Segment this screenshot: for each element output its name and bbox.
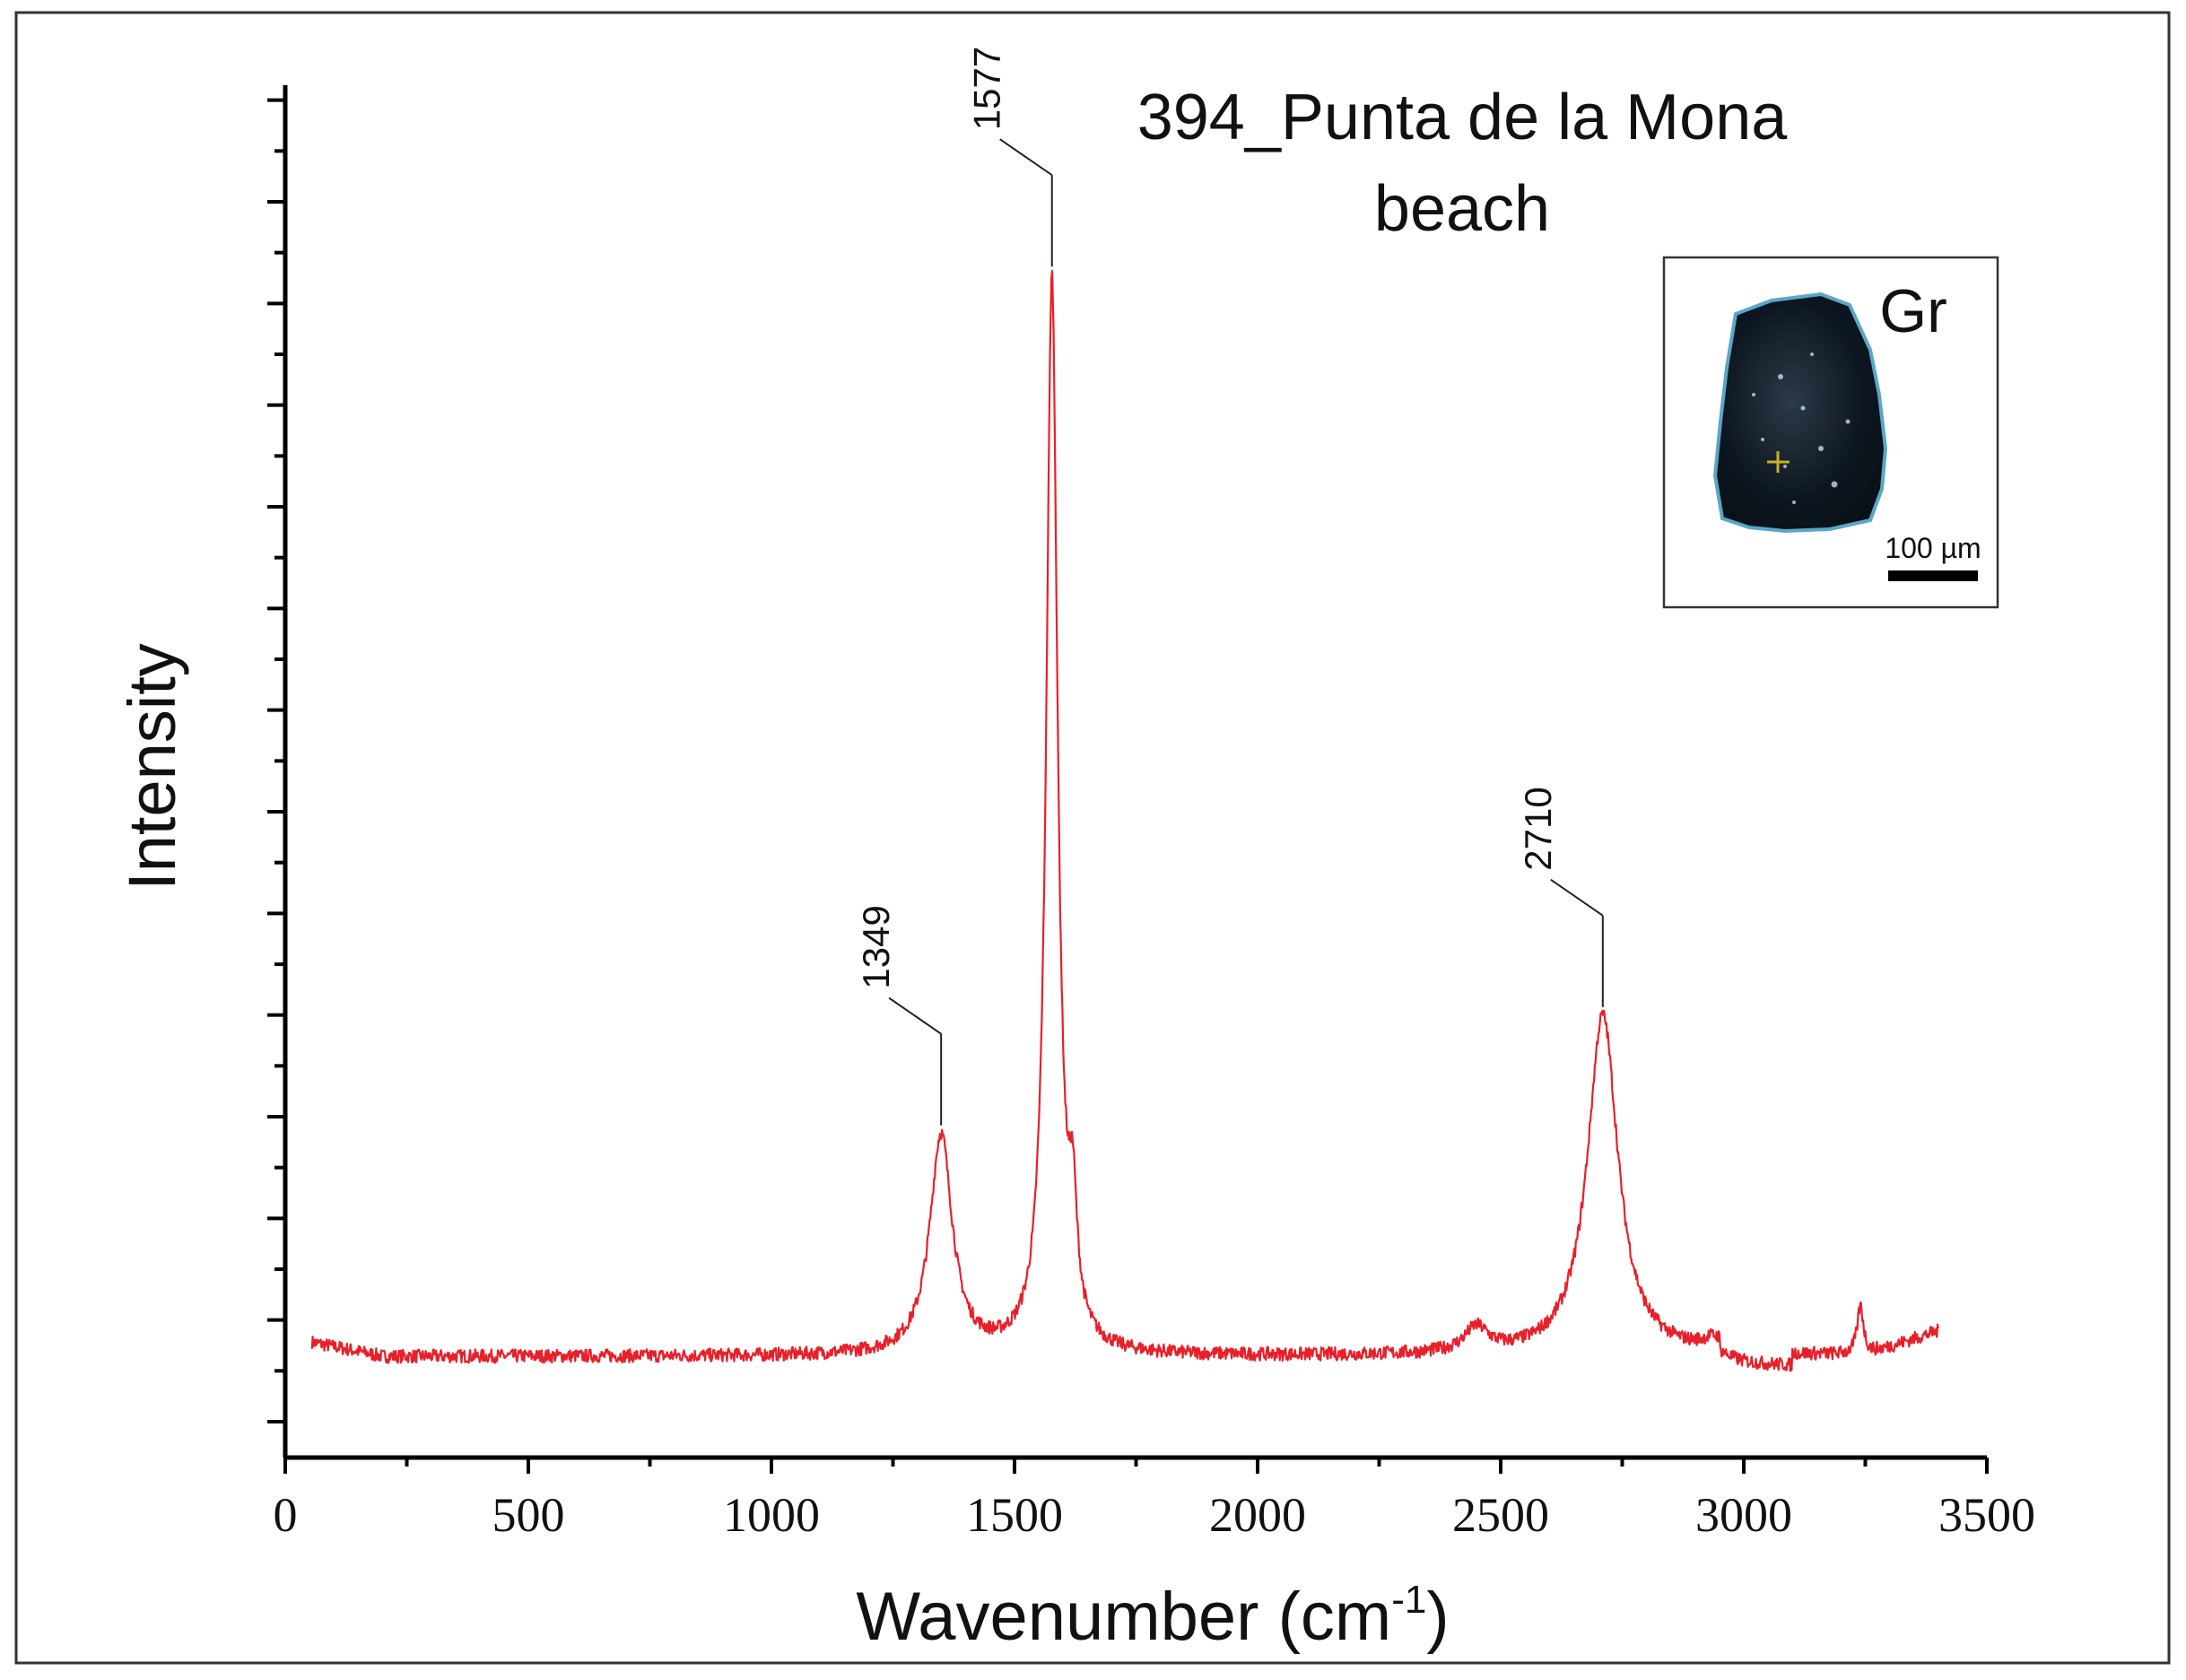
grain-sparkles <box>1752 353 1851 504</box>
sample-inset: Gr 100 µm <box>1662 256 1999 609</box>
peak-annotation: 2710 <box>1517 787 1604 1007</box>
measurement-point-marker <box>1767 451 1790 473</box>
x-axis-label-superscript: -1 <box>1391 1578 1426 1622</box>
peak-annotation: 1349 <box>855 905 943 1126</box>
graphite-grain-image <box>1712 292 1888 534</box>
x-axis-ticks <box>283 1458 1989 1474</box>
annotation-leader-diagonal <box>999 138 1053 177</box>
annotation-label: 2710 <box>1517 787 1559 870</box>
annotation-leader-diagonal <box>888 997 942 1035</box>
x-axis-label-main: Wavenumber (cm <box>856 1579 1391 1655</box>
annotation-label: 1349 <box>855 905 897 988</box>
x-axis-label: Wavenumber (cm-1) <box>856 1578 1449 1655</box>
peak-annotations: 1349 1577 2710 <box>855 47 1604 1126</box>
x-tick-label: 2500 <box>1452 1488 1549 1542</box>
x-tick-label: 1000 <box>723 1488 820 1542</box>
x-tick-label: 2000 <box>1209 1488 1306 1542</box>
x-axis-tick-labels: 0 500 1000 1500 2000 2500 3000 3500 <box>274 1488 2036 1542</box>
series-line <box>310 269 1939 1372</box>
x-tick-label: 3500 <box>1938 1488 2035 1542</box>
x-axis-label-close: ) <box>1426 1579 1449 1655</box>
x-tick-label: 500 <box>492 1488 565 1542</box>
x-tick-label: 1500 <box>966 1488 1063 1542</box>
chart-title-line1: 394_Punta de la Mona <box>1137 82 1789 153</box>
annotation-leader-diagonal <box>1550 878 1604 917</box>
scale-bar-label: 100 µm <box>1885 532 1981 564</box>
y-axis-label: Intensity <box>115 643 189 891</box>
peak-annotation: 1577 <box>966 47 1053 267</box>
annotation-label: 1577 <box>966 47 1008 130</box>
chart-title-line2: beach <box>1374 173 1550 245</box>
y-axis-ticks <box>267 98 285 1423</box>
x-tick-label: 3000 <box>1695 1488 1792 1542</box>
inset-mineral-label: Gr <box>1879 277 1947 345</box>
scale-bar <box>1888 570 1978 581</box>
x-tick-label: 0 <box>274 1488 298 1542</box>
